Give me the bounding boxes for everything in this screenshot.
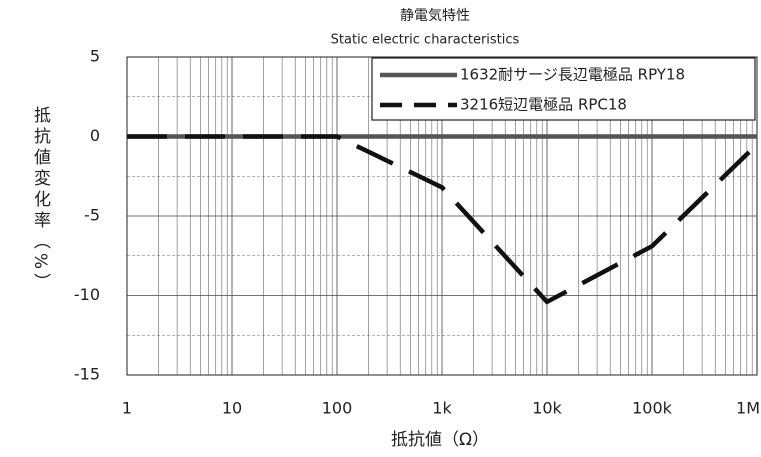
x-tick-label: 1M [736, 399, 760, 418]
series-line [127, 134, 759, 305]
chart-subtitle: Static electric characteristics [331, 33, 520, 48]
y-tick-label: -10 [74, 285, 100, 304]
legend-label: 3216短辺電極品 RPC18 [460, 96, 627, 114]
y-tick-label: 5 [90, 47, 100, 66]
plot-frame [126, 56, 758, 376]
x-tick-label: 100 [322, 399, 353, 418]
y-tick-label: -5 [84, 206, 100, 225]
x-axis-label: 抵抗値（Ω） [391, 430, 489, 450]
chart-title: 静電気特性 [400, 8, 470, 24]
legend-label: 1632耐サージ長辺電極品 RPY18 [460, 66, 685, 84]
y-tick-label: -15 [74, 365, 100, 384]
y-tick-label: 0 [90, 126, 100, 145]
x-tick-label: 10 [222, 399, 242, 418]
x-tick-label: 1k [432, 399, 452, 418]
x-tick-label: 100k [632, 399, 673, 418]
x-tick-label: 10k [532, 399, 562, 418]
x-tick-label: 1 [122, 399, 132, 418]
legend-box [371, 57, 756, 121]
y-axis-label: 抵抗値変化率（%） [30, 106, 51, 294]
